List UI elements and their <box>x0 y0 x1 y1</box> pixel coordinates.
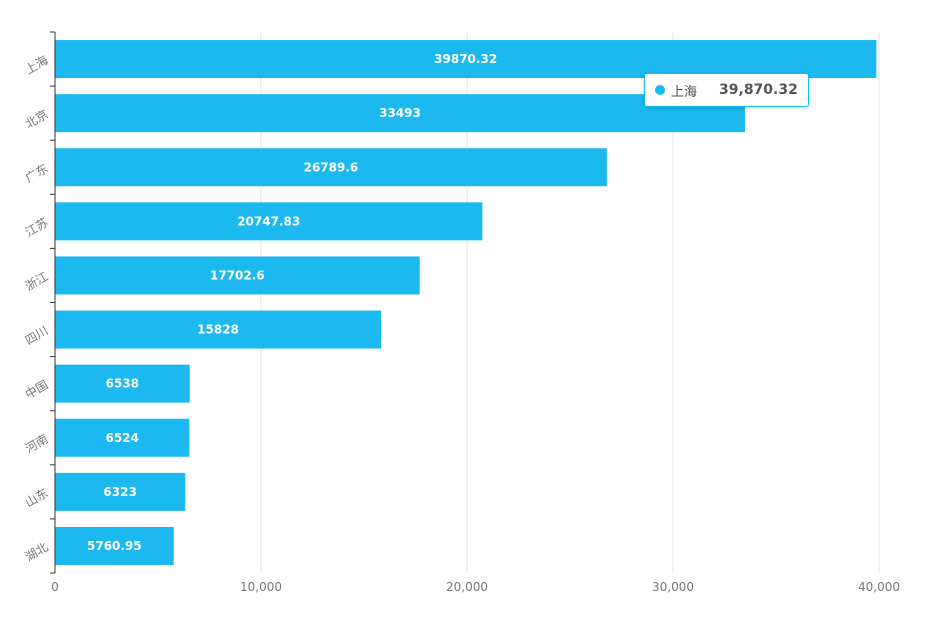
y-tick-label: 中国 <box>22 377 50 402</box>
x-tick-label: 20,000 <box>446 580 488 594</box>
bar-value-label: 39870.32 <box>434 52 497 66</box>
bar-value-label: 6538 <box>106 377 139 391</box>
bar[interactable] <box>55 202 483 241</box>
x-tick-label: 10,000 <box>240 580 282 594</box>
bar-value-label: 6323 <box>103 485 136 499</box>
bar[interactable] <box>55 526 174 565</box>
bar-series: 39870.32 33493 26789.6 20747.83 17702.6 15828… <box>55 40 877 565</box>
x-tick-label: 30,000 <box>652 580 694 594</box>
bar[interactable] <box>55 418 190 457</box>
y-tick-label: 上海 <box>22 52 50 77</box>
bar[interactable] <box>55 40 877 79</box>
tooltip: 上海 39,870.32 <box>644 73 809 107</box>
y-tick-label: 广东 <box>23 161 51 185</box>
y-tick-label: 浙江 <box>23 269 51 293</box>
tooltip-value: 39,870.32 <box>719 82 798 98</box>
bar[interactable] <box>55 94 745 133</box>
bar[interactable] <box>55 472 186 511</box>
bar[interactable] <box>55 148 607 187</box>
y-tick-label: 山东 <box>23 486 51 510</box>
tooltip-label: 上海 <box>671 84 698 100</box>
bar-value-label: 20747.83 <box>237 214 300 228</box>
y-tick-label: 河南 <box>22 431 50 456</box>
bar-value-label: 5760.95 <box>87 539 142 553</box>
bar[interactable] <box>55 256 420 295</box>
bar-value-label: 15828 <box>197 323 239 337</box>
x-tick-label: 0 <box>51 580 59 594</box>
bar-value-label: 17702.6 <box>210 268 265 282</box>
y-tick-label: 四川 <box>23 323 51 347</box>
y-tick-label: 湖北 <box>22 539 50 564</box>
bar[interactable] <box>55 310 382 349</box>
bar-value-label: 26789.6 <box>304 160 359 174</box>
y-tick-label: 北京 <box>23 107 51 131</box>
bar-value-label: 6524 <box>105 431 138 445</box>
tooltip-series-dot <box>655 85 665 95</box>
y-tick-label: 江苏 <box>23 215 51 239</box>
bar[interactable] <box>55 364 190 403</box>
bar-value-label: 33493 <box>379 106 421 120</box>
x-tick-label: 40,000 <box>858 580 900 594</box>
